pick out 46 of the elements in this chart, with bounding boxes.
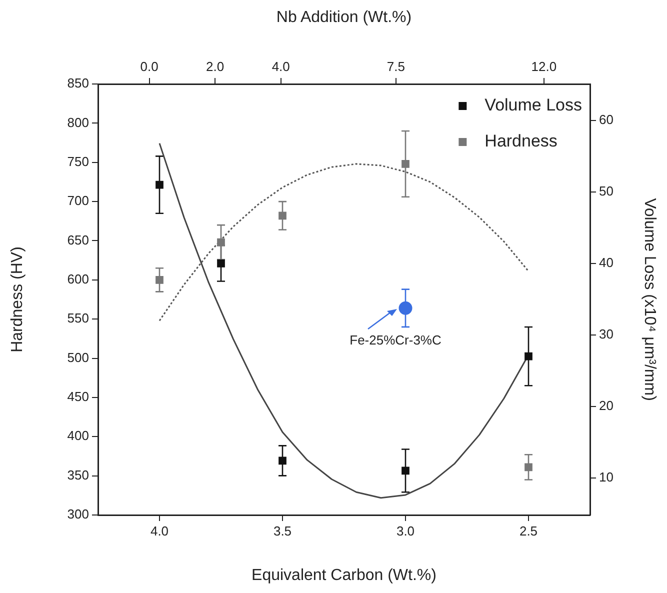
x2-tick-label: 0.0 [140,58,158,74]
y-tick-label: 500 [67,350,89,365]
x2-tick-label: 2.0 [206,58,224,74]
y-axis-title: Hardness (HV) [9,246,26,352]
x-tick-label: 4.0 [150,523,169,538]
point [402,466,410,475]
x-tick-label: 2.5 [519,523,538,538]
point [278,212,286,220]
y2-tick-label: 30 [599,326,614,342]
x-tick-label: 3.5 [273,523,292,538]
point [217,238,225,246]
point [278,456,286,465]
y2-tick-label: 60 [599,112,614,128]
y-tick-label: 700 [67,193,89,208]
line-series [158,163,530,322]
y2-tick-label: 50 [599,184,614,199]
y-tick-label: 300 [67,506,89,522]
x-axis-title: Equivalent Carbon (Wt.%) [252,566,436,584]
point [524,352,532,360]
x-tick-label: 3.0 [396,523,415,538]
y-tick-label: 800 [67,114,89,130]
y2-axis-title: Volume Loss (x10⁴ μm³/mm) [640,198,658,401]
annotation: Fe-25%Cr-3%C [350,332,442,348]
point [156,276,164,284]
x2-tick-label: 7.5 [386,58,405,74]
y-tick-label: 400 [67,428,89,444]
point [398,301,412,315]
y2-tick-label: 40 [599,254,614,270]
point [524,463,532,472]
y-tick-label: 450 [67,389,89,404]
point [402,160,410,168]
x2-tick-label: 12.0 [531,58,557,74]
point [217,259,225,268]
y-tick-label: 550 [67,310,89,326]
y-tick-label: 650 [67,232,89,248]
y-tick-label: 750 [67,154,89,169]
y2-tick-label: 20 [599,398,614,413]
y2-tick-label: 10 [599,469,614,484]
legend-label: Hardness [484,132,558,151]
y-tick-label: 600 [67,271,89,286]
x2-axis-title: Nb Addition (Wt.%) [276,9,412,26]
legend-label: Volume Loss [484,96,582,115]
point [156,180,164,189]
y-tick-label: 850 [67,76,89,91]
x2-tick-label: 4.0 [272,58,290,74]
y-tick-label: 350 [67,467,89,482]
